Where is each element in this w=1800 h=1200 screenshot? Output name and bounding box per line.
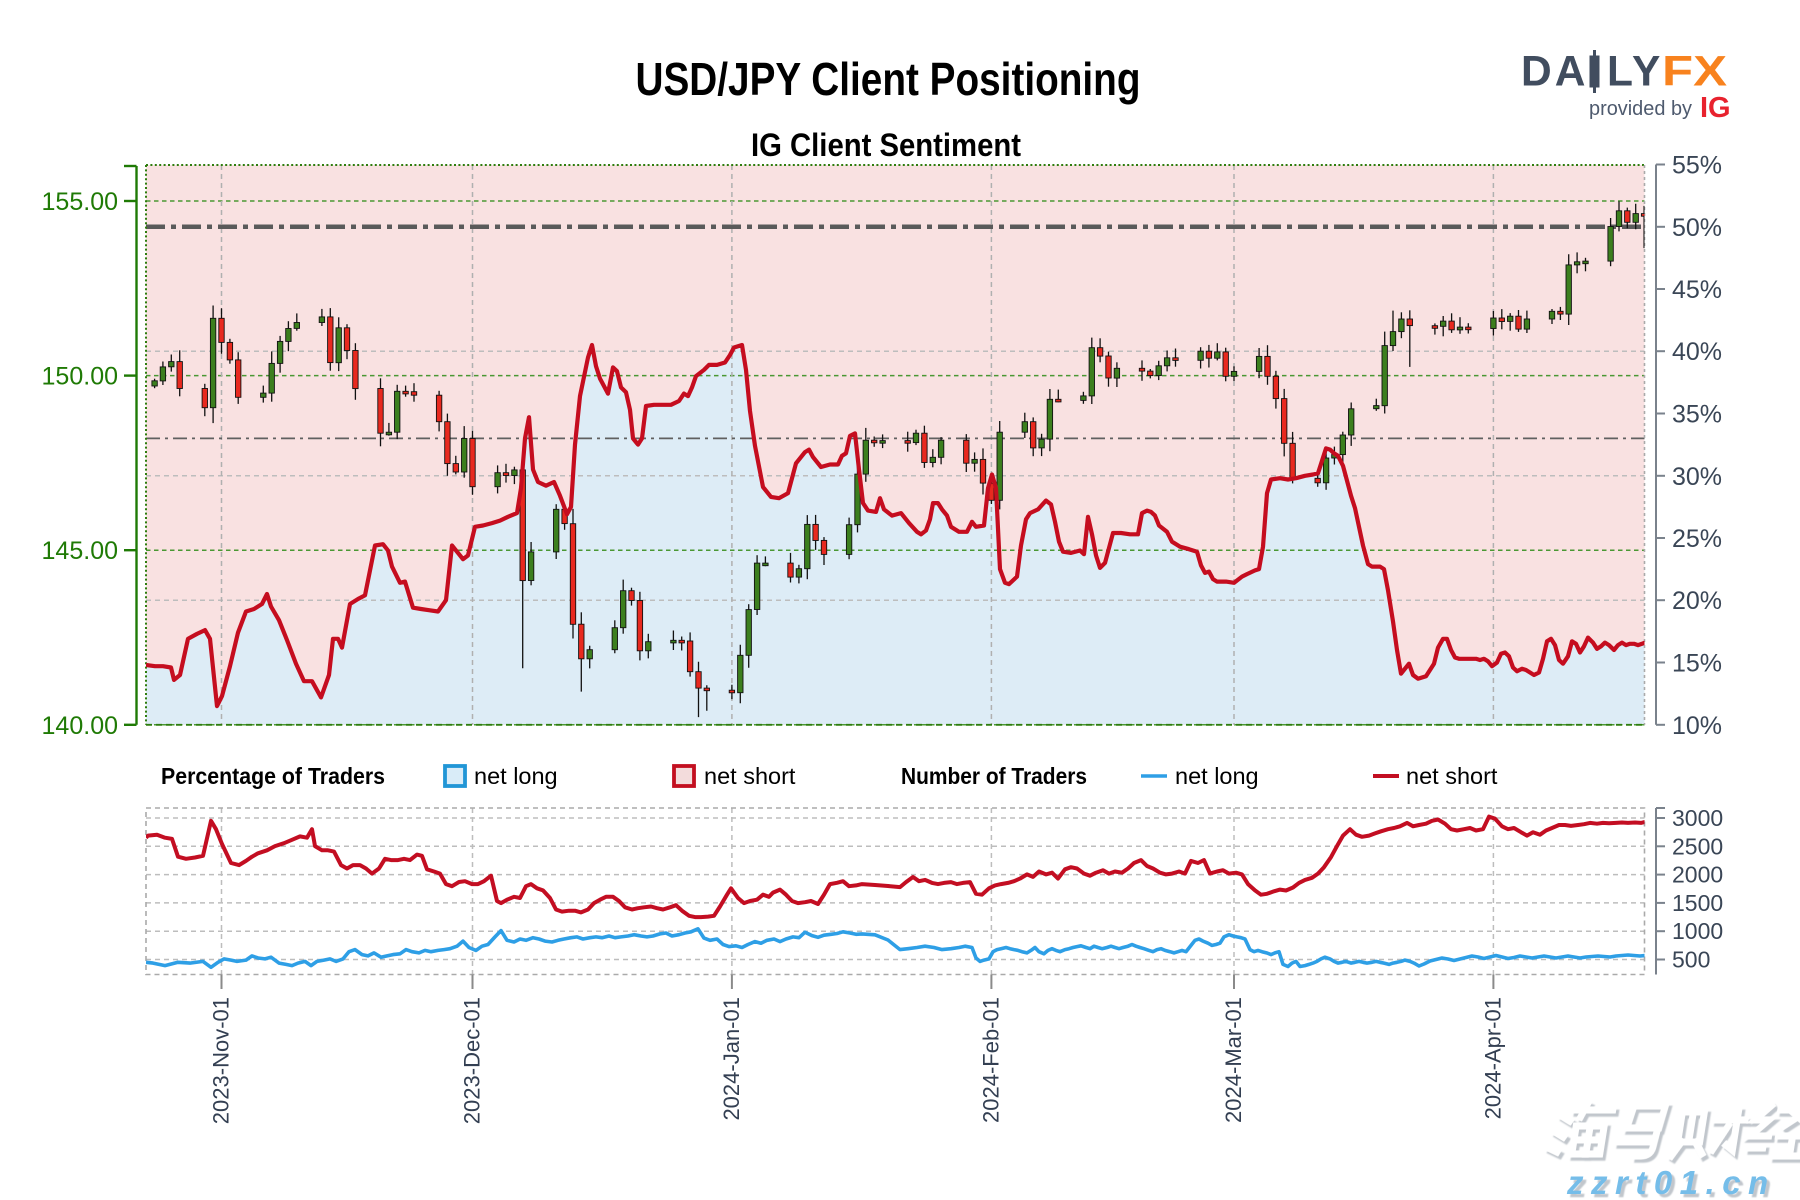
svg-text:IG Client Sentiment: IG Client Sentiment [751,127,1021,163]
svg-text:40%: 40% [1672,338,1722,366]
svg-text:net long: net long [1175,763,1259,789]
svg-text:2024-Jan-01: 2024-Jan-01 [719,997,744,1121]
svg-text:2024-Apr-01: 2024-Apr-01 [1480,997,1505,1119]
svg-text:2000: 2000 [1672,862,1723,888]
svg-text:IG: IG [1700,92,1731,124]
svg-text:provided by: provided by [1589,97,1693,120]
svg-text:2024-Mar-01: 2024-Mar-01 [1221,997,1246,1123]
svg-text:55%: 55% [1672,152,1722,180]
svg-text:net long: net long [474,763,558,789]
svg-text:150.00: 150.00 [42,363,118,391]
svg-text:2023-Nov-01: 2023-Nov-01 [209,997,234,1124]
svg-text:USD/JPY Client Positioning: USD/JPY Client Positioning [636,53,1141,105]
svg-text:LY: LY [1607,49,1663,96]
svg-text:zzrt01.cn: zzrt01.cn [1566,1164,1776,1200]
svg-text:30%: 30% [1672,463,1722,491]
svg-text:Number of Traders: Number of Traders [901,763,1087,789]
svg-text:155.00: 155.00 [42,188,118,216]
svg-text:20%: 20% [1672,587,1722,615]
svg-text:Percentage of Traders: Percentage of Traders [161,763,385,789]
svg-text:1500: 1500 [1672,890,1723,916]
svg-text:50%: 50% [1672,214,1722,242]
svg-text:145.00: 145.00 [42,537,118,565]
svg-text:DA: DA [1521,49,1588,96]
svg-text:140.00: 140.00 [42,712,118,740]
svg-text:500: 500 [1672,947,1710,973]
svg-text:3000: 3000 [1672,805,1723,831]
svg-text:15%: 15% [1672,650,1722,678]
svg-text:1000: 1000 [1672,918,1723,944]
svg-text:2024-Feb-01: 2024-Feb-01 [978,997,1003,1123]
svg-text:2500: 2500 [1672,833,1723,859]
svg-text:FX: FX [1662,49,1727,96]
svg-text:net short: net short [704,763,796,789]
svg-text:45%: 45% [1672,276,1722,304]
svg-text:25%: 25% [1672,525,1722,553]
svg-text:2023-Dec-01: 2023-Dec-01 [460,997,485,1124]
svg-text:35%: 35% [1672,401,1722,429]
svg-text:10%: 10% [1672,712,1722,740]
svg-text:net short: net short [1406,763,1498,789]
